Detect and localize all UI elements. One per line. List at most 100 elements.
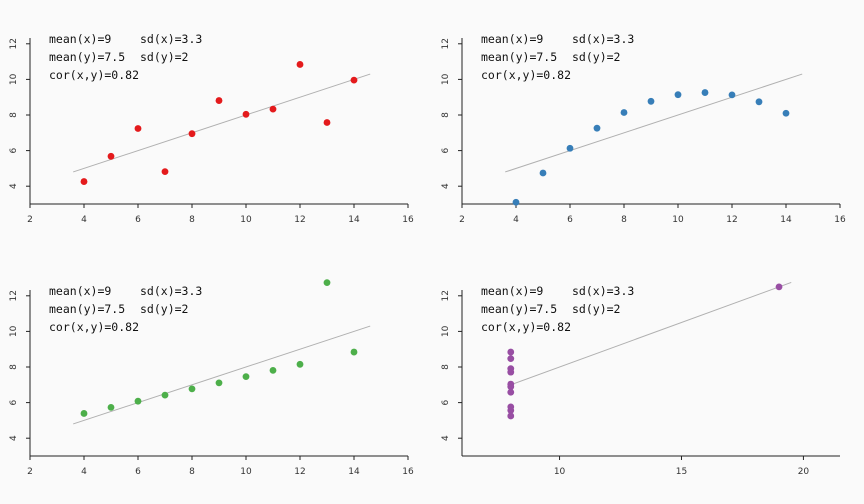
x-tick-label: 4 [81, 215, 87, 225]
data-point [215, 97, 223, 104]
x-tick-label: 12 [294, 215, 305, 225]
x-tick-label: 2 [27, 467, 33, 477]
data-point [507, 355, 515, 363]
panel-top-left: 2 4 6 8 10 12 14 16 4 6 8 10 12 mean(x)=9 sd(x)=3.3 mea… [9, 32, 414, 225]
y-tick-label: 10 [9, 73, 19, 85]
data-point [350, 76, 358, 84]
data-point [507, 348, 515, 356]
data-point [323, 279, 331, 287]
stat-annotation: mean(y)=7.5 [481, 302, 557, 316]
data-point [269, 105, 277, 113]
data-point [242, 110, 250, 118]
stat-annotation: sd(x)=3.3 [140, 32, 202, 46]
stat-annotation: mean(x)=9 [49, 32, 111, 46]
data-point [566, 144, 574, 152]
stat-annotation: mean(y)=7.5 [49, 50, 125, 64]
data-point [134, 397, 142, 405]
stat-annotation: cor(x,y)=0.82 [481, 68, 571, 82]
x-tick-label: 4 [513, 215, 519, 225]
y-tick-label: 4 [9, 183, 19, 189]
data-point [782, 109, 790, 117]
stat-annotation: mean(y)=7.5 [481, 50, 557, 64]
x-tick-label: 16 [834, 215, 846, 225]
stat-annotation: mean(x)=9 [49, 284, 111, 298]
data-point [323, 119, 331, 126]
x-tick-label: 2 [459, 215, 465, 225]
stat-annotation: sd(x)=3.3 [572, 32, 634, 46]
stat-annotation: sd(y)=2 [140, 302, 188, 316]
data-point [507, 388, 515, 396]
data-point [512, 198, 520, 206]
x-tick-label: 12 [726, 215, 737, 225]
x-tick-label: 16 [402, 467, 414, 477]
x-tick-label: 14 [780, 215, 792, 225]
data-point [507, 412, 515, 420]
data-point [161, 391, 169, 399]
panel-top-right: 2 4 6 8 10 12 14 16 4 6 8 10 12 mean(x)=9 sd(x)=3.3 mea… [441, 32, 846, 225]
data-point [161, 168, 169, 176]
y-tick-label: 8 [441, 112, 451, 118]
data-point [507, 365, 515, 373]
stat-annotation: sd(y)=2 [572, 302, 620, 316]
x-tick-label: 10 [240, 215, 252, 225]
stat-annotation: cor(x,y)=0.82 [49, 68, 139, 82]
regression-line [73, 73, 371, 173]
y-tick-label: 8 [441, 364, 451, 370]
regression-line [510, 281, 792, 386]
y-tick-label: 8 [9, 364, 19, 370]
x-tick-label: 10 [240, 467, 252, 477]
x-tick-label: 12 [294, 467, 305, 477]
y-tick-label: 4 [441, 435, 451, 441]
data-point [507, 407, 515, 414]
stat-annotation: cor(x,y)=0.82 [49, 320, 139, 334]
regression-line [505, 73, 803, 173]
data-point [620, 109, 628, 116]
data-point [134, 125, 142, 132]
y-tick-label: 4 [9, 435, 19, 441]
panel-bottom-right: 10 15 20 4 6 8 10 12 mean(x)=9 sd(x)=3.3 mean(y)=7… [441, 281, 840, 477]
data-point [80, 178, 88, 185]
x-tick-label: 14 [348, 215, 360, 225]
x-tick-label: 15 [676, 467, 687, 477]
stat-annotation: mean(x)=9 [481, 284, 543, 298]
x-tick-label: 6 [567, 215, 573, 225]
panel-bottom-left: 2 4 6 8 10 12 14 16 4 6 8 10 12 mean(x)=9 sd(x)=3.3 mea… [9, 279, 414, 477]
x-tick-label: 6 [135, 467, 141, 477]
stat-annotation: sd(x)=3.3 [572, 284, 634, 298]
data-point [539, 169, 547, 177]
y-tick-label: 12 [441, 38, 451, 49]
y-tick-label: 10 [441, 325, 451, 337]
y-tick-label: 6 [441, 399, 451, 405]
y-tick-label: 6 [9, 147, 19, 153]
data-point [215, 379, 223, 387]
y-tick-label: 10 [441, 73, 451, 85]
y-tick-label: 12 [9, 290, 19, 301]
x-tick-label: 2 [27, 215, 33, 225]
x-tick-label: 14 [348, 467, 360, 477]
data-point [296, 360, 304, 368]
x-tick-label: 10 [554, 467, 566, 477]
data-point [507, 383, 515, 391]
y-tick-label: 12 [441, 290, 451, 301]
data-point [593, 124, 601, 132]
regression-line [73, 325, 371, 425]
x-tick-label: 8 [189, 467, 195, 477]
stat-annotation: cor(x,y)=0.82 [481, 320, 571, 334]
x-tick-label: 16 [402, 215, 414, 225]
x-tick-label: 20 [798, 467, 810, 477]
data-point [242, 373, 250, 381]
data-point [188, 130, 196, 138]
y-tick-label: 12 [9, 38, 19, 49]
data-point [296, 61, 304, 68]
x-tick-label: 10 [672, 215, 684, 225]
data-point [80, 410, 88, 417]
x-tick-label: 4 [81, 467, 87, 477]
y-tick-label: 6 [9, 399, 19, 405]
data-point [350, 348, 358, 356]
data-point [755, 98, 763, 106]
data-point [107, 404, 115, 411]
stat-annotation: sd(y)=2 [572, 50, 620, 64]
x-tick-label: 8 [621, 215, 627, 225]
data-point [107, 152, 115, 160]
